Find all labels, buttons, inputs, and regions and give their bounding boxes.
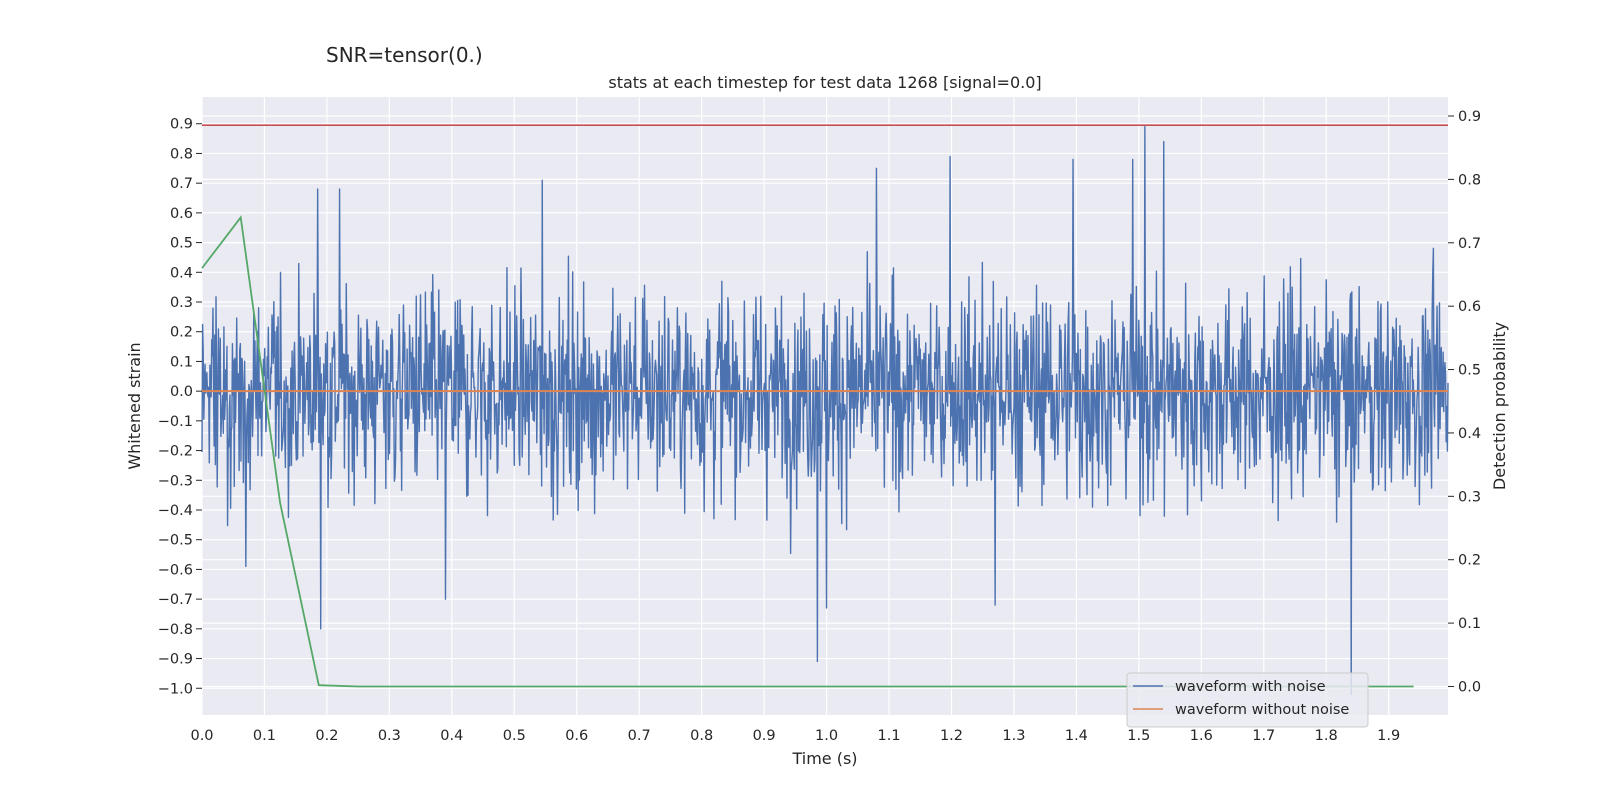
x-tick-label: 1.1 xyxy=(877,728,900,744)
y2-tick-label: 0.0 xyxy=(1458,679,1481,695)
x-tick-label: 1.0 xyxy=(815,728,838,744)
x-tick-label: 0.3 xyxy=(378,728,401,744)
x-tick-labels: 0.0 0.1 0.2 0.3 0.4 0.5 0.6 0.7 0.8 0.9 1.0 1.1 1.2 1… xyxy=(190,728,1400,744)
y-tick-label: 0.8 xyxy=(170,146,193,162)
y2-tick-label: 0.8 xyxy=(1458,172,1481,188)
x-tick-label: 0.7 xyxy=(628,728,651,744)
series-waveform-with-noise xyxy=(201,126,1449,695)
legend-label-without-noise: waveform without noise xyxy=(1175,702,1349,718)
y2-tick-label: 0.2 xyxy=(1458,553,1481,569)
y-tick-label: 0.9 xyxy=(170,117,193,133)
y-tick-label: −0.6 xyxy=(158,562,193,578)
y-tick-label: −0.1 xyxy=(158,414,193,430)
y2-tick-label: 0.6 xyxy=(1458,299,1481,315)
y-tick-label: −0.4 xyxy=(158,503,193,519)
y2-tick-label: 0.7 xyxy=(1458,236,1481,252)
y-tick-label: −0.3 xyxy=(158,473,193,489)
y2-tick-label: 0.5 xyxy=(1458,363,1481,379)
y-tick-label: 0.0 xyxy=(170,384,193,400)
x-tick-label: 1.2 xyxy=(940,728,963,744)
legend-box xyxy=(1126,672,1369,728)
y2-tick-label: 0.4 xyxy=(1458,426,1481,442)
x-tick-label: 0.9 xyxy=(753,728,776,744)
x-tick-label: 1.4 xyxy=(1065,728,1088,744)
y-tick-label: −0.7 xyxy=(158,592,193,608)
y-tick-label: −1.0 xyxy=(158,681,193,697)
x-tick-label: 0.8 xyxy=(690,728,713,744)
y-axis-label: Whitened strain xyxy=(125,342,144,469)
y-tick-label: 0.2 xyxy=(170,325,193,341)
x-tick-label: 1.6 xyxy=(1190,728,1213,744)
y-tick-label: −0.9 xyxy=(158,652,193,668)
y-tick-label: 0.7 xyxy=(170,176,193,192)
y2-tick-label: 0.1 xyxy=(1458,616,1481,632)
y-tick-label: 0.1 xyxy=(170,354,193,370)
series-layer xyxy=(201,124,1449,695)
x-tick-label: 1.7 xyxy=(1252,728,1275,744)
x-tick-label: 1.8 xyxy=(1315,728,1338,744)
y-tick-labels: 0.9 0.8 0.7 0.6 0.5 0.4 0.3 0.2 0.1 0.0 −0.1 −0.2 −0… xyxy=(158,117,202,697)
x-tick-label: 0.6 xyxy=(565,728,588,744)
x-axis-label: Time (s) xyxy=(791,749,857,768)
y-tick-label: −0.5 xyxy=(158,533,193,549)
y-tick-label: 0.6 xyxy=(170,206,193,222)
y2-tick-labels: 0.9 0.8 0.7 0.6 0.5 0.4 0.3 0.2 0.1 0.0 xyxy=(1448,109,1481,695)
y-tick-label: −0.8 xyxy=(158,622,193,638)
x-tick-label: 0.0 xyxy=(190,728,213,744)
chart-title: stats at each timestep for test data 126… xyxy=(608,73,1041,92)
x-tick-label: 1.3 xyxy=(1002,728,1025,744)
x-tick-label: 0.1 xyxy=(253,728,276,744)
y-tick-label: 0.4 xyxy=(170,265,193,281)
x-tick-label: 1.5 xyxy=(1127,728,1150,744)
snr-suptitle: SNR=tensor(0.) xyxy=(326,43,483,67)
y2-tick-label: 0.9 xyxy=(1458,109,1481,125)
y2-tick-label: 0.3 xyxy=(1458,489,1481,505)
y-tick-label: −0.2 xyxy=(158,444,193,460)
x-tick-label: 0.5 xyxy=(503,728,526,744)
x-tick-label: 1.9 xyxy=(1377,728,1400,744)
legend: waveform with noise waveform without noi… xyxy=(1126,672,1369,728)
x-tick-label: 0.2 xyxy=(315,728,338,744)
series-detection-probability xyxy=(201,215,1414,688)
y-tick-label: 0.5 xyxy=(170,236,193,252)
legend-label-with-noise: waveform with noise xyxy=(1175,679,1326,695)
y2-axis-label: Detection probability xyxy=(1490,322,1509,490)
y-tick-label: 0.3 xyxy=(170,295,193,311)
x-tick-label: 0.4 xyxy=(440,728,463,744)
